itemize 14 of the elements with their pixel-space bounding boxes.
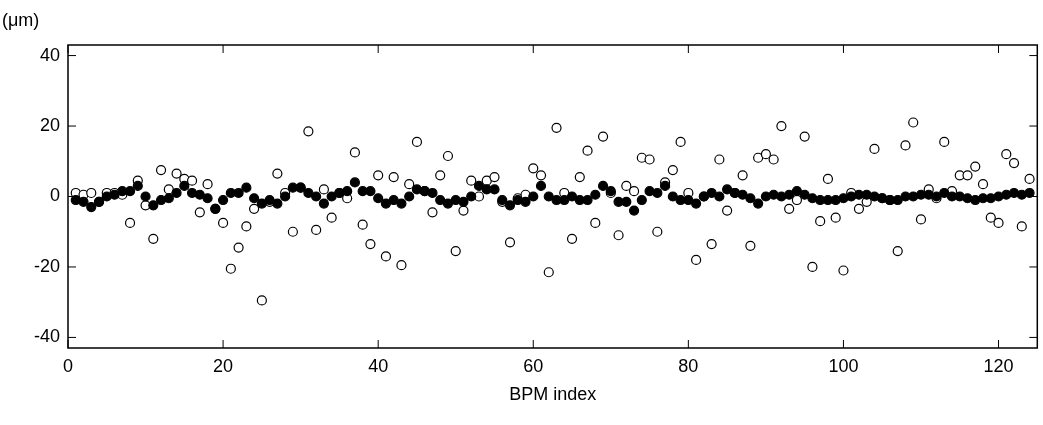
x-tick-label: 80 — [678, 355, 699, 376]
x-tick-label: 120 — [983, 355, 1014, 376]
y-tick-label: 40 — [39, 44, 60, 65]
x-tick-label: 60 — [523, 355, 544, 376]
y-tick-label: -40 — [33, 326, 60, 347]
y-tick-label: 20 — [39, 115, 60, 135]
y-axis-title: (μm) — [2, 9, 40, 30]
x-tick-label: 0 — [62, 355, 74, 376]
x-tick-label: 20 — [213, 355, 234, 376]
x-axis-title: BPM index — [509, 384, 597, 405]
x-tick-label: 100 — [828, 355, 859, 376]
y-tick-label: -20 — [33, 255, 60, 276]
x-tick-label: 40 — [368, 355, 389, 376]
y-tick-label: 0 — [49, 185, 60, 206]
